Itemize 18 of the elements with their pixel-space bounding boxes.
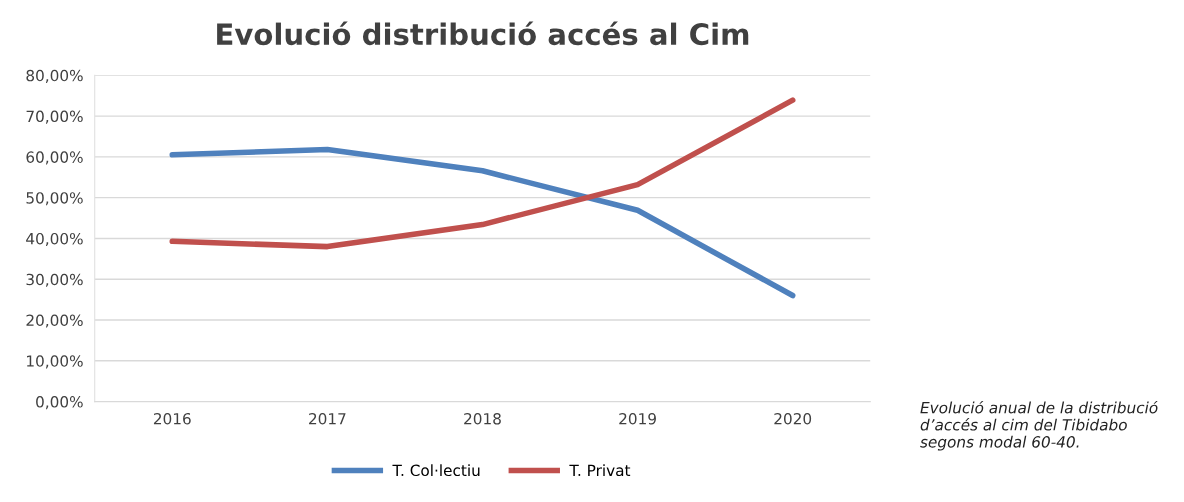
x-tick-label: 2020 (774, 412, 812, 425)
y-tick-label: 30,00% (26, 273, 83, 287)
y-tick-label: 40,00% (26, 232, 83, 247)
x-tick-label: 2018 (464, 412, 501, 425)
x-tick-label: 2016 (153, 412, 191, 425)
text: Evolució anual de la distribució d’accés al cim del Tibidabo segons modal 60-40. (920, 400, 1158, 451)
x-tick-label: 2017 (309, 412, 346, 425)
y-tick-label: 70,00% (26, 110, 83, 124)
legend-label: T. Col·lectiu (392, 464, 480, 477)
x-tick-label: 2019 (619, 412, 656, 425)
y-tick-label: 60,00% (26, 151, 83, 165)
legend-label: T. Privat (569, 464, 631, 477)
y-tick-label: 50,00% (26, 192, 83, 206)
y-tick-label: 80,00% (26, 69, 83, 83)
y-tick-label: 0,00% (36, 396, 83, 410)
y-tick-label: 10,00% (27, 355, 83, 369)
y-tick-label: 20,00% (26, 314, 83, 328)
chart-title: Evolució distribució accés al Cim (217, 21, 749, 46)
